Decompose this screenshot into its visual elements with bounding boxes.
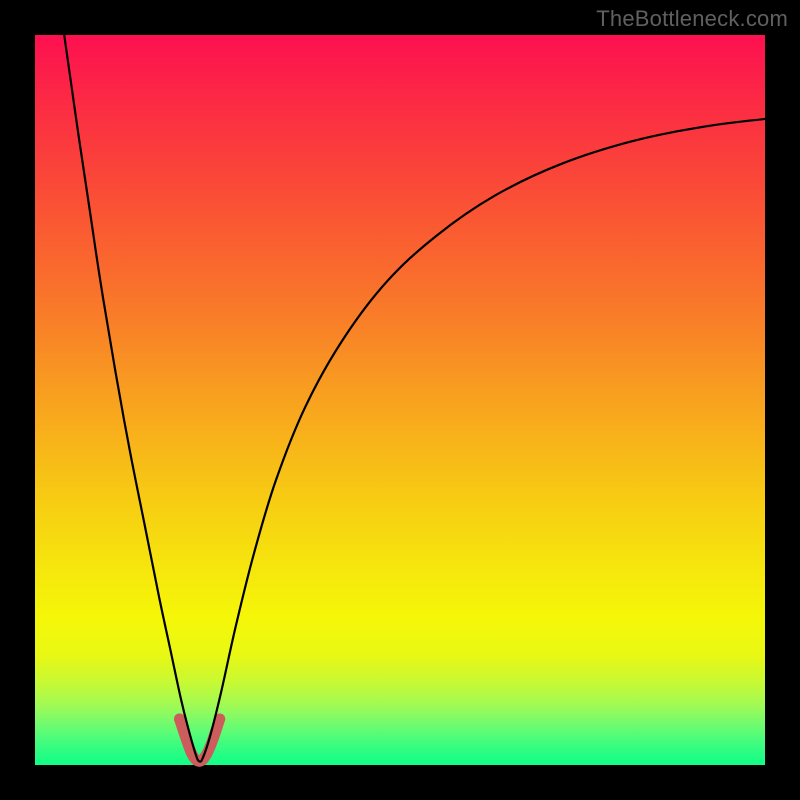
plot-background-gradient	[35, 35, 765, 765]
chart-container: TheBottleneck.com	[0, 0, 800, 800]
watermark-text: TheBottleneck.com	[596, 6, 788, 32]
dip-marker-bead	[174, 714, 185, 725]
bottleneck-chart	[0, 0, 800, 800]
